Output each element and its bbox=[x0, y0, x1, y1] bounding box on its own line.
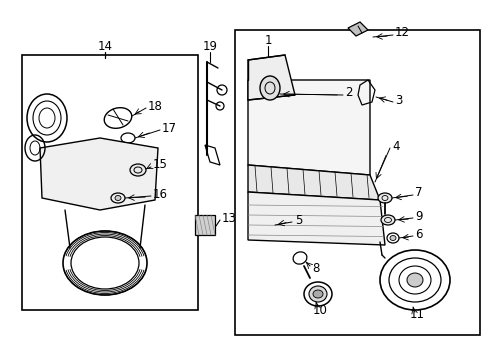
Text: 6: 6 bbox=[414, 229, 422, 242]
Text: 5: 5 bbox=[294, 213, 302, 226]
Text: 17: 17 bbox=[162, 122, 177, 135]
Polygon shape bbox=[247, 80, 369, 175]
Text: 2: 2 bbox=[345, 86, 352, 99]
Bar bbox=[22, 55, 198, 310]
Polygon shape bbox=[247, 55, 294, 100]
Polygon shape bbox=[247, 192, 384, 245]
Ellipse shape bbox=[260, 76, 280, 100]
Text: 18: 18 bbox=[148, 99, 163, 112]
Bar bbox=[235, 30, 479, 335]
Ellipse shape bbox=[312, 290, 323, 298]
Polygon shape bbox=[347, 22, 367, 36]
Text: 10: 10 bbox=[312, 303, 327, 316]
Text: 14: 14 bbox=[97, 40, 112, 53]
Text: 4: 4 bbox=[391, 139, 399, 153]
Text: 11: 11 bbox=[408, 309, 424, 321]
Text: 13: 13 bbox=[222, 211, 236, 225]
Ellipse shape bbox=[115, 195, 121, 201]
Ellipse shape bbox=[406, 273, 422, 287]
Text: 7: 7 bbox=[414, 186, 422, 199]
Text: 16: 16 bbox=[153, 188, 168, 201]
Ellipse shape bbox=[377, 193, 391, 203]
Text: 19: 19 bbox=[202, 40, 217, 53]
Text: 3: 3 bbox=[394, 94, 402, 107]
Polygon shape bbox=[247, 165, 379, 200]
Text: 1: 1 bbox=[264, 33, 271, 46]
Text: 8: 8 bbox=[311, 261, 319, 274]
Polygon shape bbox=[195, 215, 215, 235]
Text: 15: 15 bbox=[153, 158, 167, 171]
Polygon shape bbox=[40, 138, 158, 210]
Ellipse shape bbox=[125, 144, 131, 150]
Ellipse shape bbox=[389, 235, 395, 240]
Ellipse shape bbox=[130, 164, 146, 176]
Text: 12: 12 bbox=[394, 27, 409, 40]
Ellipse shape bbox=[308, 286, 326, 302]
Text: 9: 9 bbox=[414, 211, 422, 224]
Ellipse shape bbox=[380, 215, 394, 225]
